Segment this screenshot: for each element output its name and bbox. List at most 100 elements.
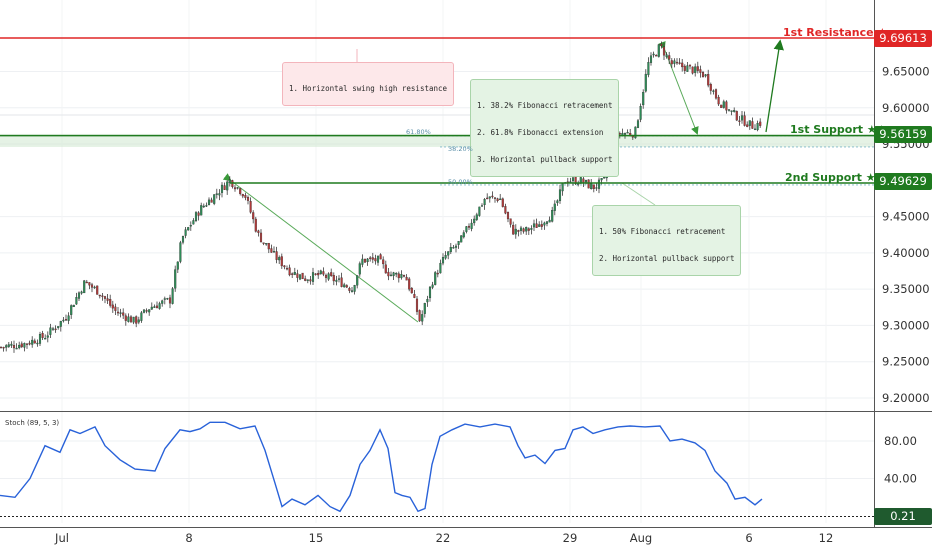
candle-body — [122, 312, 125, 316]
candle-body — [77, 292, 81, 299]
candle-body — [54, 328, 57, 331]
candle-body — [207, 199, 211, 206]
candle-body — [743, 115, 746, 126]
candle-body — [153, 306, 156, 308]
candle-body — [291, 273, 294, 275]
candle-body — [275, 251, 278, 260]
candle-body — [41, 333, 44, 338]
candle-body — [584, 179, 588, 183]
candle-body — [387, 271, 390, 277]
candle-body — [600, 178, 603, 181]
candle-body — [696, 66, 699, 71]
candle-body — [280, 256, 283, 267]
candle-body — [298, 274, 302, 280]
candle-body — [397, 273, 400, 279]
candle-body — [400, 274, 403, 279]
candle-body — [161, 300, 164, 304]
resistance-label: 1st Resistance ★ — [783, 26, 888, 39]
candle-body — [67, 315, 70, 321]
candle-body — [272, 251, 276, 253]
candle-body — [652, 53, 655, 56]
candle-body — [504, 206, 507, 214]
candle-body — [114, 306, 117, 311]
time-tick-label: 12 — [819, 531, 834, 545]
resistance-price-tag: 9.69613 — [874, 30, 932, 47]
candle-body — [244, 194, 247, 198]
candle-body — [582, 178, 585, 184]
candle-body — [449, 247, 452, 253]
time-tick-label: 22 — [436, 531, 451, 545]
candle-body — [72, 304, 75, 308]
candle-body — [254, 218, 257, 232]
candle-body — [415, 298, 419, 312]
candle-body — [163, 298, 166, 300]
candle-body — [733, 110, 736, 112]
candle-body — [496, 198, 499, 202]
candle-body — [145, 310, 148, 312]
candle-body — [428, 286, 432, 299]
candle-body — [480, 205, 484, 207]
candle-body — [462, 232, 465, 238]
candle-body — [366, 258, 369, 263]
candle-body — [33, 340, 36, 344]
time-tick-label: Aug — [630, 531, 652, 545]
annotation-line: 1. Horizontal swing high resistance — [289, 84, 448, 93]
candle-body — [288, 267, 291, 276]
price-tick-label: 9.30000 — [882, 318, 930, 332]
candle-body — [509, 218, 512, 225]
price-tick-label: 9.65000 — [882, 64, 930, 78]
candle-body — [694, 66, 697, 73]
candle-body — [506, 211, 510, 220]
candle-body — [545, 221, 549, 224]
candle-body — [418, 310, 421, 322]
candle-body — [285, 267, 289, 270]
candle-body — [194, 212, 198, 222]
candle-body — [80, 291, 83, 294]
candle-body — [540, 224, 543, 227]
candle-body — [553, 203, 556, 211]
candle-body — [124, 315, 127, 321]
stoch-tick-label: 80.00 — [884, 434, 917, 448]
candle-body — [678, 62, 681, 64]
candle-body — [322, 271, 325, 275]
candle-body — [642, 92, 645, 106]
candle-body — [223, 185, 226, 190]
candle-body — [306, 279, 309, 281]
candle-body — [28, 342, 31, 345]
candle-body — [530, 228, 533, 230]
candle-body — [12, 345, 16, 349]
candle-body — [358, 263, 361, 275]
candle-body — [699, 69, 702, 73]
fib-label-50: 50.00% — [448, 178, 473, 186]
candle-body — [135, 316, 138, 324]
candle-body — [714, 89, 718, 99]
candle-body — [543, 222, 546, 226]
candle-body — [59, 321, 62, 327]
candle-body — [740, 115, 744, 121]
bullish-target-arrow — [765, 39, 784, 133]
candle-body — [267, 242, 270, 250]
candle-body — [426, 298, 429, 303]
fib-label-382: 38.20% — [448, 145, 473, 153]
candle-body — [226, 181, 229, 191]
candle-body — [296, 273, 299, 278]
candle-body — [535, 223, 538, 228]
candle-body — [434, 272, 437, 285]
candle-body — [717, 96, 720, 105]
candle-body — [220, 184, 224, 193]
candle-body — [626, 132, 629, 134]
candle-body — [675, 61, 679, 64]
candle-body — [142, 309, 146, 313]
candle-body — [686, 65, 689, 72]
price-tick-label: 9.45000 — [882, 210, 930, 224]
candle-body — [132, 316, 135, 323]
candle-body — [109, 299, 112, 306]
candle-body — [486, 197, 489, 200]
candle-body — [283, 265, 286, 268]
candle-body — [436, 272, 439, 275]
candle-body — [374, 258, 377, 262]
candle-body — [2, 346, 5, 349]
candle-body — [189, 225, 192, 227]
annotation-pointer — [621, 182, 656, 206]
